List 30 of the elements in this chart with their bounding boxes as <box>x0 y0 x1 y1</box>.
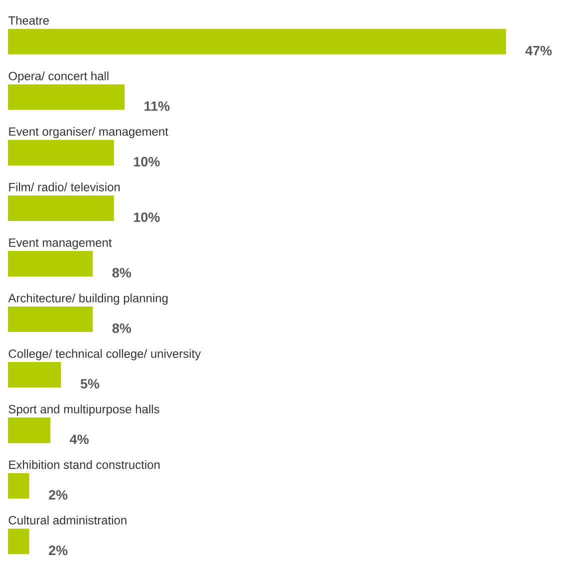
bar <box>8 84 125 110</box>
data-label: 8% <box>112 268 132 278</box>
bar <box>8 306 93 332</box>
data-label: 8% <box>112 324 132 334</box>
data-label: 47% <box>525 46 552 56</box>
data-label: 11% <box>144 101 170 111</box>
bar <box>8 362 61 388</box>
bar <box>8 528 30 554</box>
data-label: 10% <box>134 212 160 222</box>
data-label: 2% <box>48 490 68 500</box>
y-tick-label: Film/ radio/ television <box>9 182 120 192</box>
y-tick-label: Theatre <box>8 16 49 25</box>
y-tick-label: Event management <box>9 238 112 250</box>
y-tick-label: Exhibition stand construction <box>9 460 160 469</box>
bar <box>8 473 30 499</box>
data-label: 10% <box>134 156 160 166</box>
data-label: 2% <box>48 546 68 556</box>
bar <box>8 140 114 166</box>
y-tick-label: Sport and multipurpose halls <box>8 404 160 416</box>
bar <box>8 418 50 444</box>
bar <box>8 250 93 277</box>
y-tick-label: College/ technical college/ university <box>8 349 201 360</box>
y-tick-label: Opera/ concert hall <box>8 72 108 83</box>
bar <box>8 28 506 54</box>
y-tick-label: Event organiser/ management <box>9 127 168 138</box>
data-label: 4% <box>70 434 89 444</box>
y-tick-label: Architecture/ building planning <box>8 294 168 305</box>
y-tick-label: Cultural administration <box>8 516 126 524</box>
bar <box>8 195 114 221</box>
data-label: 5% <box>80 379 100 389</box>
